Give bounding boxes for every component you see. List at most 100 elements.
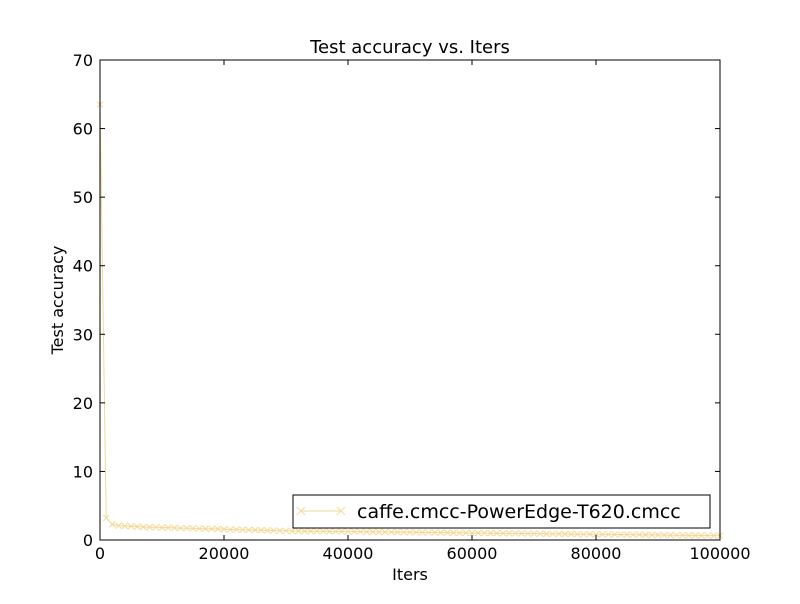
- data-point-marker: [319, 527, 327, 535]
- data-point-marker: [598, 531, 606, 538]
- legend-box: [292, 494, 711, 529]
- y-tick-label: 40: [73, 257, 93, 276]
- x-tick-label: 100000: [689, 544, 750, 563]
- chart-title: Test accuracy vs. Iters: [309, 37, 510, 58]
- data-point-marker: [512, 530, 519, 537]
- x-tick-label: 80000: [571, 544, 622, 563]
- data-point-marker: [394, 528, 401, 536]
- data-point-marker: [344, 528, 352, 535]
- y-tick-label: 0: [83, 531, 93, 550]
- data-point-marker: [140, 523, 147, 531]
- x-axis-label: Iters: [392, 565, 428, 584]
- data-point-marker: [462, 529, 470, 537]
- data-point-marker: [158, 524, 166, 531]
- data-point-marker: [425, 529, 432, 536]
- data-point-marker: [245, 526, 253, 534]
- y-axis-ticks: 0 10 20 30 40 50 60 70: [73, 51, 720, 550]
- data-point-marker: [276, 527, 284, 535]
- data-point-marker: [499, 529, 507, 537]
- data-point-marker: [363, 528, 370, 536]
- data-point-marker: [505, 529, 513, 537]
- data-point-marker: [518, 530, 525, 537]
- data-point-marker: [481, 529, 488, 537]
- plot-frame: [99, 59, 721, 541]
- data-point-marker: [264, 527, 271, 534]
- data-point-marker: [195, 525, 203, 532]
- legend-series-label: caffe.cmcc-PowerEdge-T620.cmcc: [357, 501, 681, 523]
- data-point-marker: [592, 530, 600, 538]
- data-point-marker: [487, 529, 494, 537]
- data-point-marker: [400, 528, 408, 536]
- data-point-marker: [388, 528, 395, 536]
- data-point-marker: [226, 526, 234, 533]
- data-point-marker: [654, 531, 662, 539]
- data-point-marker: [251, 526, 259, 534]
- legend-series-marker: [296, 506, 346, 516]
- data-point-marker: [295, 527, 302, 535]
- y-tick-label: 70: [73, 51, 93, 70]
- data-point-marker: [586, 530, 594, 538]
- data-point-marker: [146, 523, 153, 531]
- data-point-marker: [326, 528, 333, 535]
- data-point-marker: [468, 529, 476, 537]
- data-point-marker: [450, 529, 457, 537]
- data-point-marker: [189, 524, 197, 532]
- data-point-marker: [412, 528, 420, 536]
- data-point-marker: [710, 532, 718, 539]
- data-point-marker: [623, 531, 631, 539]
- data-point-marker: [369, 528, 377, 536]
- data-point-marker: [127, 522, 135, 530]
- y-tick-label: 20: [73, 394, 93, 413]
- data-point-marker: [121, 522, 129, 530]
- data-point-marker: [406, 528, 414, 536]
- x-tick-label: 0: [95, 544, 105, 563]
- data-point-marker: [202, 525, 209, 533]
- data-point-marker: [611, 531, 618, 538]
- x-tick-label: 60000: [447, 544, 498, 563]
- data-point-marker: [493, 529, 501, 537]
- data-point-marker: [431, 529, 439, 536]
- data-point-marker: [220, 525, 228, 533]
- legend: caffe.cmcc-PowerEdge-T620.cmcc: [292, 494, 711, 529]
- data-point-marker: [642, 531, 649, 539]
- data-point-marker: [233, 526, 240, 533]
- data-point-marker: [648, 531, 656, 539]
- x-tick-label: 20000: [199, 544, 250, 563]
- data-point-marker: [437, 529, 445, 536]
- data-point-marker: [270, 527, 277, 534]
- data-point-marker: [636, 531, 643, 539]
- data-point-marker: [567, 530, 575, 538]
- y-tick-label: 50: [73, 188, 93, 207]
- data-point-marker: [350, 528, 358, 535]
- data-point-marker: [685, 531, 693, 539]
- data-point-marker: [580, 530, 587, 538]
- data-point-marker: [115, 522, 122, 529]
- data-point-marker: [574, 530, 581, 538]
- data-point-marker: [313, 527, 321, 535]
- data-point-marker: [288, 527, 296, 535]
- data-point-marker: [214, 525, 222, 533]
- data-point-marker: [257, 526, 265, 534]
- data-point-marker: [474, 529, 482, 537]
- data-point-marker: [555, 530, 563, 538]
- data-point-marker: [698, 532, 705, 539]
- x-tick-label: 40000: [323, 544, 374, 563]
- data-point-marker: [673, 531, 680, 539]
- data-point-marker: [332, 528, 339, 535]
- data-point-marker: [667, 531, 674, 539]
- data-point-marker: [102, 514, 110, 522]
- data-point-marker: [164, 524, 172, 532]
- data-point-marker: [381, 528, 389, 536]
- data-point-marker: [208, 525, 215, 533]
- data-point-marker: [561, 530, 569, 538]
- data-point-marker: [549, 530, 556, 538]
- data-point-marker: [704, 532, 711, 539]
- data-point-marker: [629, 531, 637, 539]
- data-point-marker: [543, 530, 550, 538]
- data-point-marker: [177, 524, 184, 532]
- data-point-marker: [301, 527, 308, 535]
- data-point-marker: [605, 531, 612, 538]
- y-tick-label: 10: [73, 462, 93, 481]
